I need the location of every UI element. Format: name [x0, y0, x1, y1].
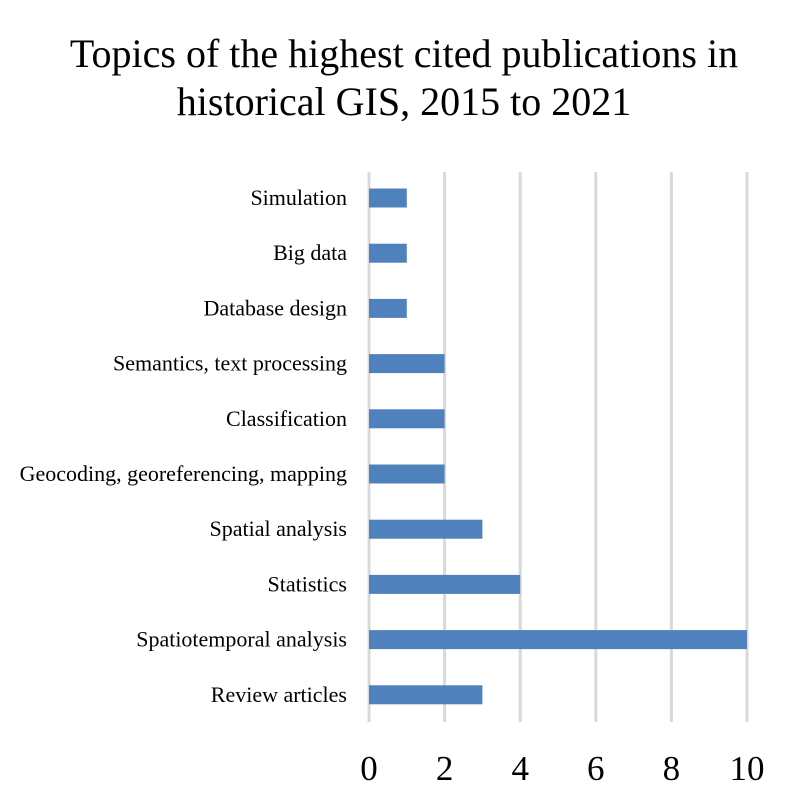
- category-label: Spatial analysis: [210, 516, 347, 541]
- bar: [369, 298, 407, 318]
- chart-title-line-2: historical GIS, 2015 to 2021: [176, 79, 632, 124]
- category-label: Geocoding, georeferencing, mapping: [20, 461, 347, 486]
- x-tick-label: 6: [587, 749, 605, 788]
- x-axis-tick-labels: 0 2 4 6 8 10: [360, 749, 764, 788]
- x-tick-label: 8: [663, 749, 681, 788]
- chart-title: Topics of the highest cited publications…: [0, 30, 808, 126]
- category-labels: Simulation Big data Database design Semanti…: [20, 185, 348, 707]
- category-label: Statistics: [268, 571, 347, 596]
- bar: [369, 574, 521, 594]
- category-label: Review articles: [211, 682, 347, 707]
- category-label: Spatiotemporal analysis: [136, 627, 347, 652]
- bar: [369, 243, 407, 263]
- bar: [369, 409, 445, 429]
- bar: [369, 464, 445, 484]
- category-label: Simulation: [250, 185, 347, 210]
- bar: [369, 519, 483, 539]
- category-label: Big data: [273, 240, 347, 265]
- bar: [369, 188, 407, 208]
- bar: [369, 630, 747, 650]
- x-tick-label: 0: [360, 749, 378, 788]
- x-tick-label: 2: [436, 749, 454, 788]
- category-label: Classification: [226, 406, 347, 431]
- category-label: Database design: [203, 295, 347, 320]
- x-tick-label: 4: [511, 749, 529, 788]
- bars: [369, 188, 747, 705]
- bar: [369, 354, 445, 374]
- bar: [369, 685, 483, 705]
- x-tick-label: 10: [730, 749, 765, 788]
- chart-title-line-1: Topics of the highest cited publications…: [69, 31, 739, 76]
- category-label: Semantics, text processing: [113, 351, 347, 376]
